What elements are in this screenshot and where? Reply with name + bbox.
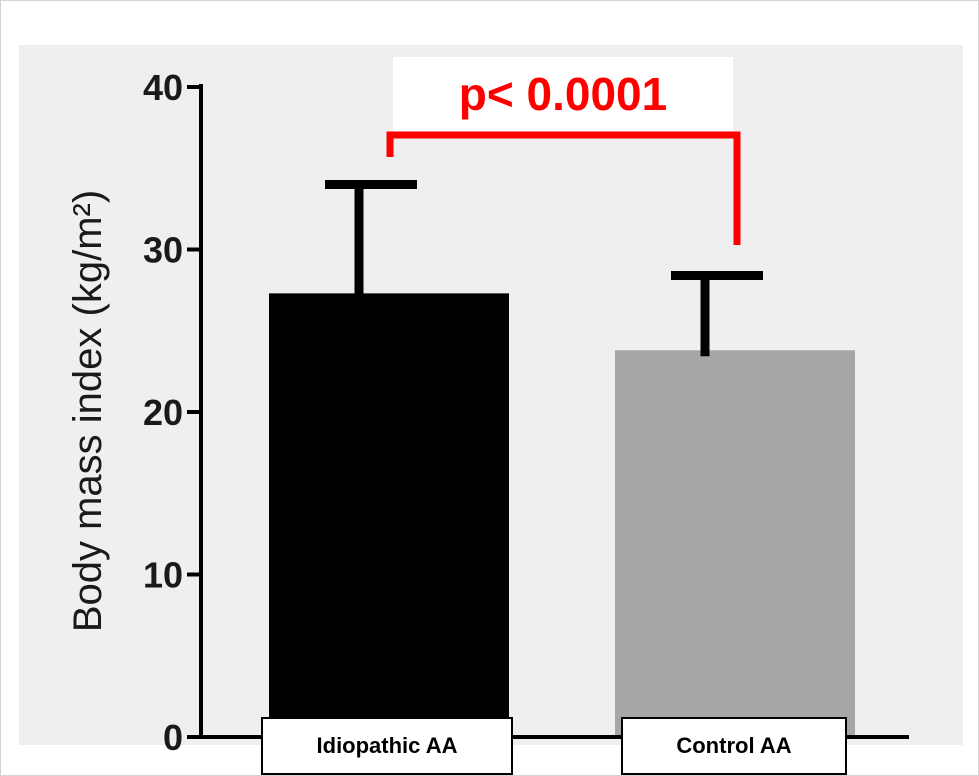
y-tick-label: 40	[143, 67, 183, 108]
bar-idiopathic	[269, 293, 509, 737]
y-tick-label: 0	[163, 717, 183, 758]
y-tick-label: 20	[143, 392, 183, 433]
category-label-control: Control AA	[621, 717, 847, 775]
significance-bracket	[386, 131, 741, 245]
y-tick-label: 10	[143, 555, 183, 596]
y-tick-label: 30	[143, 230, 183, 271]
y-axis-title: Body mass index (kg/m²)	[66, 190, 110, 632]
error-bars-layer	[325, 180, 763, 357]
p-value-label: p< 0.0001	[458, 68, 668, 120]
p-value-box: p< 0.0001	[393, 57, 733, 131]
category-label-idiopathic: Idiopathic AA	[261, 717, 513, 775]
y-ticks-layer: 0 10 20 30 40	[143, 67, 203, 758]
bar-control	[615, 350, 855, 737]
bars-layer	[269, 293, 855, 737]
